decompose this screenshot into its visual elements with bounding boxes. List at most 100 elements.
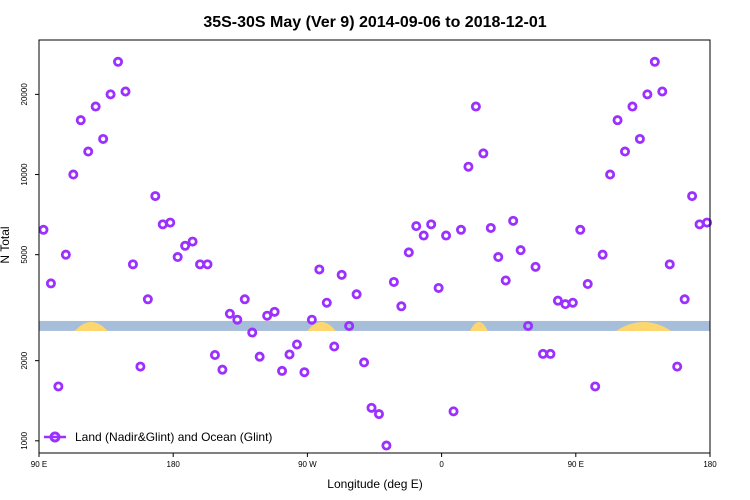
y-axis-label: N Total	[0, 226, 12, 263]
data-point	[545, 348, 556, 359]
data-point	[45, 278, 56, 289]
data-point	[366, 402, 377, 413]
data-point	[165, 217, 176, 228]
data-point	[239, 294, 250, 305]
data-point	[552, 295, 563, 306]
data-point	[284, 349, 295, 360]
background-band	[39, 320, 710, 331]
data-point	[344, 320, 355, 331]
data-point	[672, 361, 683, 372]
data-point	[500, 275, 511, 286]
data-point	[612, 115, 623, 126]
y-tick-label: 2000	[20, 351, 29, 369]
data-point	[664, 259, 675, 270]
data-point	[142, 294, 153, 305]
data-point	[180, 240, 191, 251]
x-tick-label: 90 E	[31, 460, 47, 469]
data-point	[679, 294, 690, 305]
legend-marker	[49, 431, 61, 443]
data-point	[426, 219, 437, 230]
data-point	[470, 101, 481, 112]
data-point	[523, 320, 534, 331]
x-tick-label: 90 E	[568, 460, 584, 469]
data-point	[224, 308, 235, 319]
land-segment	[616, 321, 672, 331]
data-point	[560, 299, 571, 310]
data-point	[314, 264, 325, 275]
data-point	[657, 86, 668, 97]
x-tick-label: 180	[167, 460, 181, 469]
data-point	[60, 249, 71, 260]
data-point	[98, 133, 109, 144]
data-point	[172, 252, 183, 263]
data-point	[478, 148, 489, 159]
data-point	[269, 306, 280, 317]
data-point	[627, 101, 638, 112]
data-point	[493, 252, 504, 263]
data-point	[634, 133, 645, 144]
data-point	[351, 289, 362, 300]
data-point	[291, 339, 302, 350]
data-points	[38, 56, 713, 451]
data-point	[202, 259, 213, 270]
data-point	[702, 217, 713, 228]
data-point	[388, 276, 399, 287]
data-point	[254, 351, 265, 362]
data-point	[590, 381, 601, 392]
data-point	[403, 247, 414, 258]
data-point	[485, 222, 496, 233]
data-point	[75, 115, 86, 126]
data-point	[530, 261, 541, 272]
data-point	[277, 365, 288, 376]
data-point	[455, 224, 466, 235]
data-point	[642, 89, 653, 100]
data-point	[411, 221, 422, 232]
data-point	[396, 301, 407, 312]
data-point	[515, 245, 526, 256]
data-point	[38, 224, 49, 235]
legend-label: Land (Nadir&Glint) and Ocean (Glint)	[75, 430, 272, 444]
data-point	[687, 191, 698, 202]
data-point	[605, 169, 616, 180]
data-point	[247, 327, 258, 338]
data-point	[381, 440, 392, 451]
data-point	[620, 146, 631, 157]
y-tick-label: 1000	[20, 431, 29, 449]
data-point	[187, 236, 198, 247]
data-point	[68, 169, 79, 180]
data-point	[321, 297, 332, 308]
data-point	[306, 314, 317, 325]
x-tick-label: 180	[703, 460, 717, 469]
y-tick-label: 5000	[20, 245, 29, 263]
data-point	[582, 279, 593, 290]
axis-ticks: 90 E 180 90 W 0 90 E 180 1000 2000 5000 10000 2000…	[20, 83, 717, 469]
data-point	[113, 56, 124, 67]
data-point	[575, 224, 586, 235]
data-point	[150, 191, 161, 202]
data-point	[209, 350, 220, 361]
data-point	[105, 89, 116, 100]
data-point	[567, 297, 578, 308]
land-segment	[74, 321, 108, 331]
data-point	[135, 361, 146, 372]
data-point	[329, 341, 340, 352]
data-point	[299, 367, 310, 378]
plot-frame	[38, 39, 711, 454]
data-point	[336, 269, 347, 280]
data-point	[262, 310, 273, 321]
y-tick-label: 20000	[20, 83, 29, 106]
land-segment	[469, 321, 488, 331]
data-point	[649, 56, 660, 67]
data-point	[418, 230, 429, 241]
chart-title: 35S-30S May (Ver 9) 2014-09-06 to 2018-1…	[203, 14, 546, 31]
x-axis-label: Longitude (deg E)	[327, 477, 422, 491]
data-point	[463, 161, 474, 172]
data-point	[120, 86, 131, 97]
y-tick-label: 10000	[20, 163, 29, 186]
data-point	[433, 282, 444, 293]
data-point	[373, 409, 384, 420]
x-tick-label: 90 W	[298, 460, 317, 469]
data-point	[359, 357, 370, 368]
data-point	[597, 249, 608, 260]
